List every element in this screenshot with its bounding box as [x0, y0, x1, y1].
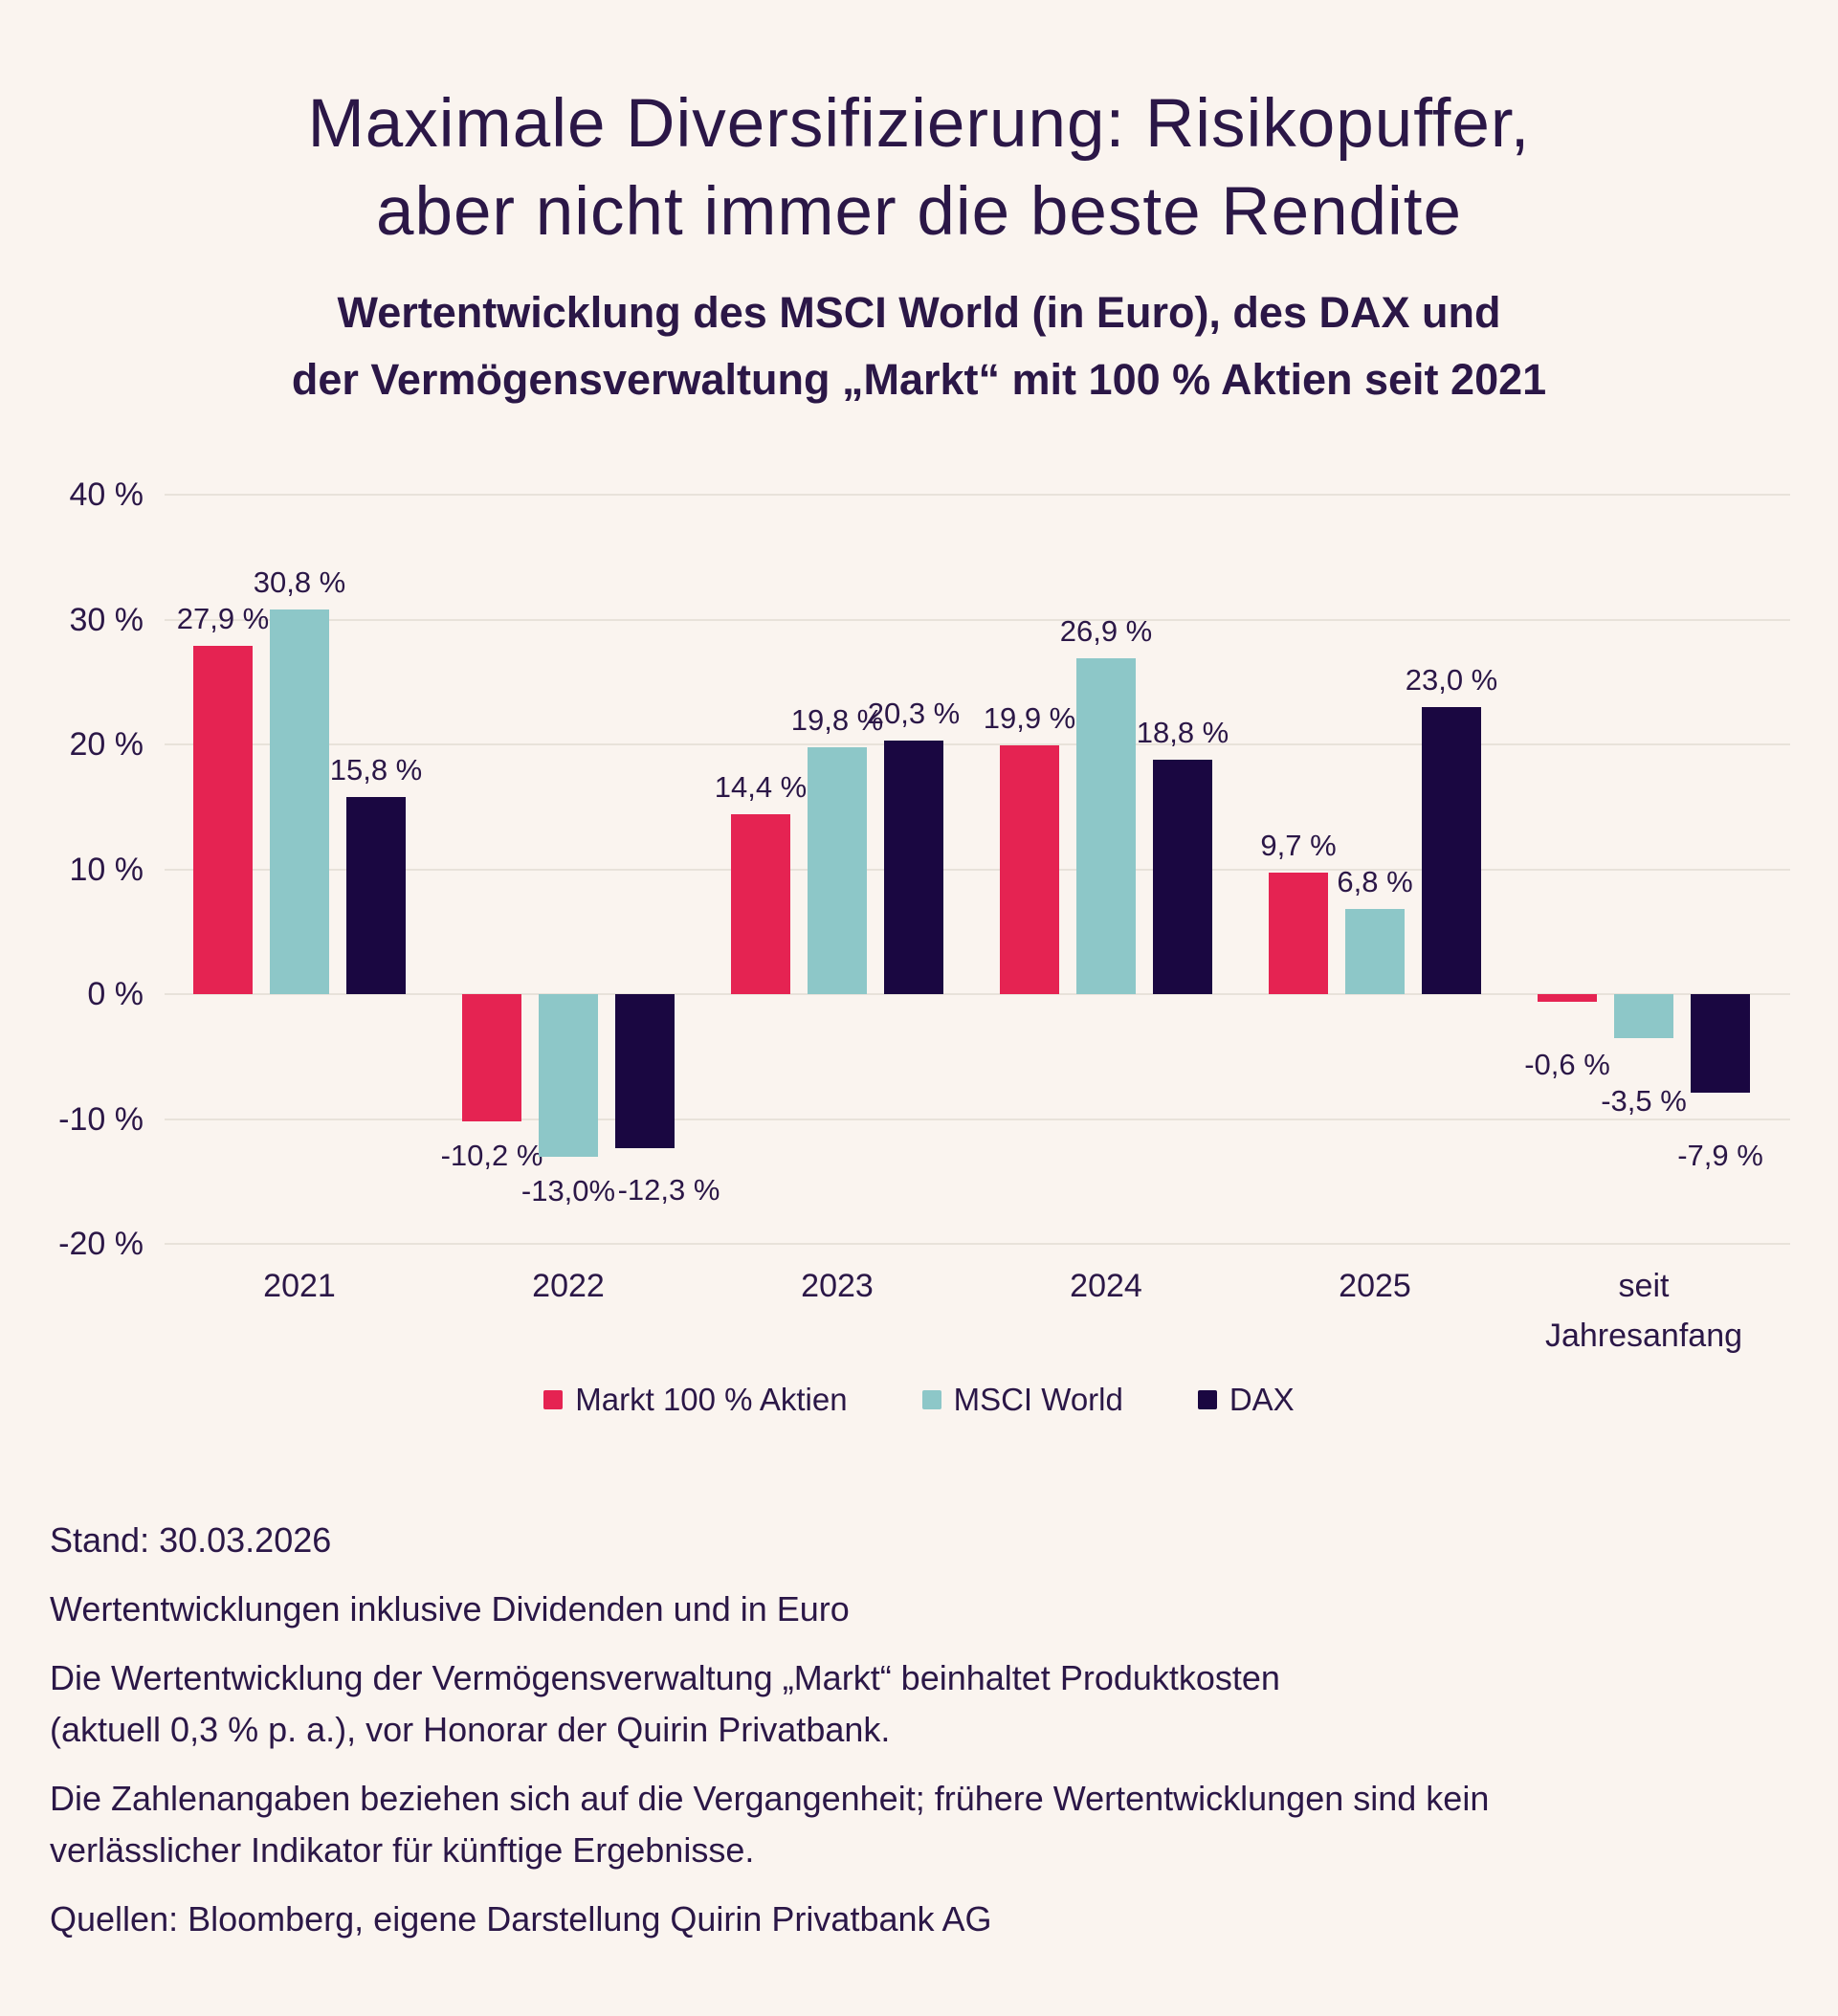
- y-axis-tick-label: 0 %: [87, 976, 144, 1012]
- bar: [346, 796, 406, 994]
- legend-item-dax: DAX: [1197, 1382, 1295, 1418]
- gridline: [165, 1243, 1790, 1245]
- gridline: [165, 1118, 1790, 1120]
- x-axis-category-label: 2023: [801, 1268, 874, 1304]
- legend-swatch-dax-icon: [1197, 1390, 1217, 1409]
- bar: [1345, 909, 1405, 994]
- y-axis-tick-label: -20 %: [58, 1226, 144, 1262]
- bar-value-label: 27,9 %: [176, 601, 270, 635]
- bar-value-label: -13,0%: [520, 1173, 616, 1207]
- page-title: Maximale Diversifizierung: Risikopuffer,…: [307, 86, 1531, 250]
- y-axis-tick-label: -10 %: [58, 1100, 144, 1138]
- y-axis-tick-label: 30 %: [69, 601, 144, 638]
- bar: [1691, 994, 1750, 1094]
- bar-value-label: 19,9 %: [983, 701, 1076, 736]
- legend-item-markt: Markt 100 % Aktien: [543, 1382, 848, 1418]
- legend-label-markt: Markt 100 % Aktien: [575, 1382, 848, 1417]
- y-axis-tick-label: 20 %: [69, 726, 144, 763]
- footnote-quellen: Quellen: Bloomberg, eigene Darstellung Q…: [50, 1899, 992, 1938]
- legend-swatch-msci-world-icon: [921, 1390, 941, 1409]
- x-axis-category-label: 2025: [1339, 1268, 1411, 1304]
- gridline: [165, 868, 1790, 871]
- bar-value-label: -3,5 %: [1601, 1083, 1687, 1118]
- footnote-vergangenheit: Die Zahlenangaben beziehen sich auf die …: [50, 1779, 1490, 1870]
- legend-label-msci-world: MSCI World: [953, 1382, 1123, 1417]
- legend-swatch-markt-icon: [543, 1390, 564, 1409]
- bar-value-label: 9,7 %: [1260, 829, 1337, 863]
- x-axis-category-label: seit Jahresanfang: [1544, 1268, 1743, 1354]
- bar: [1422, 706, 1481, 994]
- x-axis-category-label: 2024: [1070, 1268, 1142, 1304]
- gridline: [165, 494, 1790, 496]
- bar-value-label: 19,8 %: [790, 702, 884, 737]
- bar-value-label: 6,8 %: [1337, 865, 1413, 899]
- footnotes: Stand: 30.03.2026 Wertentwicklungen inkl…: [50, 1515, 1781, 1962]
- bar-value-label: 14,4 %: [714, 770, 808, 805]
- bar: [884, 741, 943, 994]
- bar: [193, 645, 253, 994]
- bar-value-label: -10,2 %: [440, 1139, 543, 1173]
- footnote-produktkosten: Die Wertentwicklung der Vermögensverwalt…: [50, 1658, 1280, 1749]
- bar: [615, 994, 675, 1148]
- bar-value-label: 15,8 %: [329, 752, 423, 786]
- chart-legend: Markt 100 % Aktien MSCI World DAX: [0, 1382, 1838, 1418]
- bar-value-label: -0,6 %: [1524, 1047, 1610, 1081]
- bar-value-label: -7,9 %: [1677, 1139, 1763, 1173]
- legend-item-msci-world: MSCI World: [921, 1382, 1123, 1418]
- bar: [808, 746, 867, 994]
- bar: [1614, 994, 1673, 1038]
- bar-value-label: 18,8 %: [1136, 715, 1229, 749]
- bar: [539, 994, 598, 1157]
- y-axis-tick-label: 10 %: [69, 851, 144, 888]
- bar-value-label: 30,8 %: [253, 565, 346, 600]
- bar: [462, 994, 521, 1122]
- gridline: [165, 618, 1790, 621]
- bar-value-label: 20,3 %: [867, 697, 961, 731]
- bar: [1269, 873, 1328, 994]
- x-axis-category-label: 2021: [263, 1268, 336, 1304]
- bar: [1538, 994, 1597, 1002]
- bar-value-label: 26,9 %: [1059, 613, 1153, 648]
- bar-value-label: -12,3 %: [617, 1172, 720, 1207]
- footnote-dividenden: Wertentwicklungen inklusive Dividenden u…: [50, 1589, 850, 1628]
- chart-subtitle: Wertentwicklung des MSCI World (in Euro)…: [291, 288, 1547, 404]
- legend-label-dax: DAX: [1229, 1382, 1295, 1417]
- footnote-stand: Stand: 30.03.2026: [50, 1520, 332, 1560]
- bar: [1076, 657, 1136, 994]
- gridline: [165, 993, 1790, 995]
- x-axis-category-label: 2022: [532, 1268, 605, 1304]
- bar-value-label: 23,0 %: [1405, 662, 1498, 697]
- bar: [1000, 745, 1059, 994]
- gridline: [165, 743, 1790, 745]
- bar: [731, 814, 790, 994]
- bar: [1153, 759, 1212, 994]
- bar: [270, 609, 329, 994]
- y-axis-tick-label: 40 %: [69, 476, 144, 513]
